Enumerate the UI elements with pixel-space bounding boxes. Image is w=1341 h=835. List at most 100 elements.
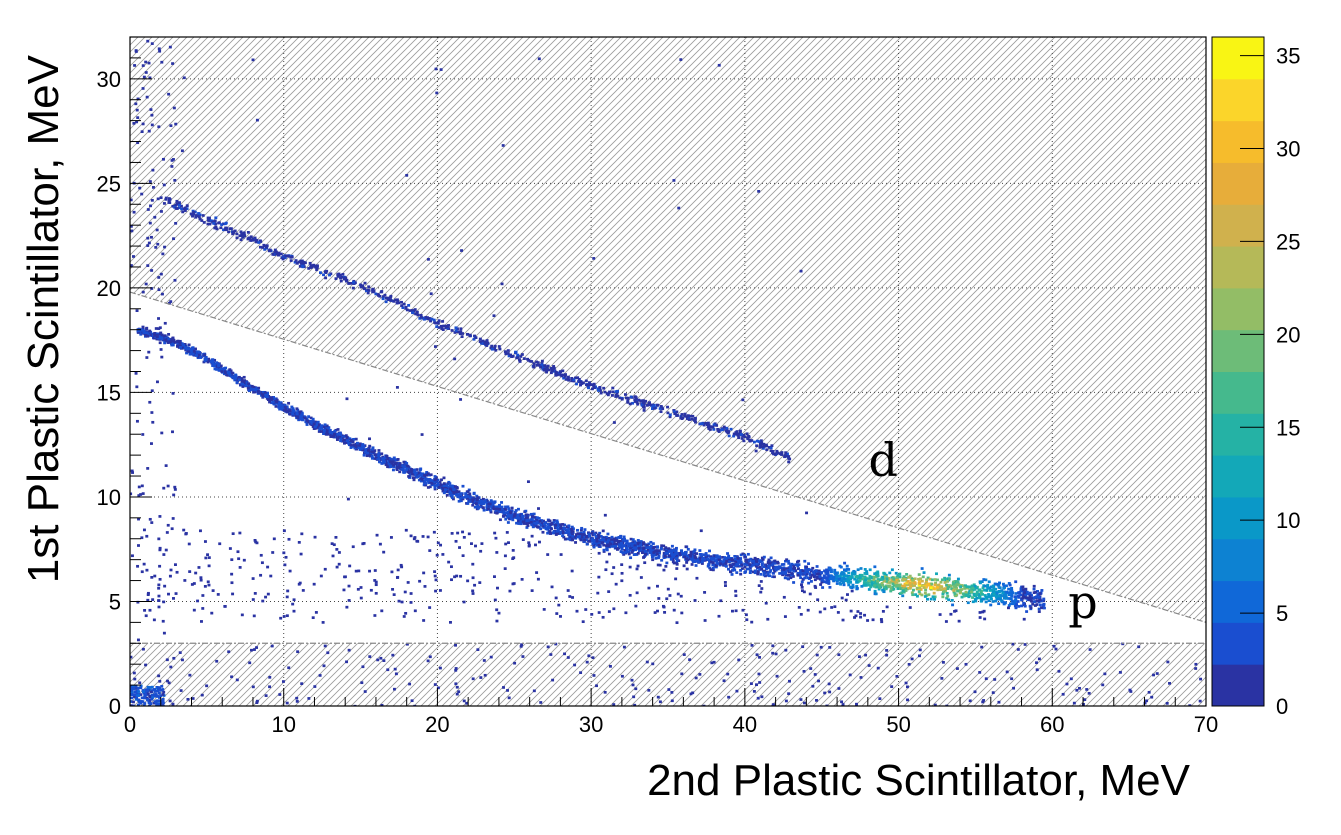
proton-band-pixel	[760, 562, 764, 565]
proton-band-pixel	[755, 562, 759, 566]
proton-band-pixel	[751, 559, 755, 563]
deuteron-band-pixel	[191, 214, 194, 218]
deuteron-band-pixel	[758, 442, 762, 446]
proton-band-pixel	[455, 489, 459, 493]
background-pixel	[458, 546, 462, 549]
proton-band-pixel	[827, 580, 831, 584]
background-pixel	[760, 587, 764, 590]
deuteron-band-pixel	[402, 302, 406, 306]
background-pixel	[1012, 686, 1016, 690]
background-pixel	[426, 659, 430, 663]
deuteron-band-pixel	[363, 287, 366, 291]
proton-band-pixel	[1020, 598, 1024, 602]
proton-band-pixel	[952, 583, 956, 587]
proton-band-pixel	[555, 529, 559, 533]
proton-band-pixel	[520, 514, 524, 518]
background-pixel	[136, 638, 140, 642]
proton-band-pixel	[412, 478, 416, 482]
proton-band-pixel	[891, 582, 895, 586]
proton-band-pixel	[179, 346, 182, 349]
proton-band-pixel	[1019, 593, 1023, 597]
deuteron-band-pixel	[273, 251, 277, 254]
proton-band-pixel	[766, 571, 770, 575]
proton-band-pixel	[416, 471, 420, 475]
proton-band-pixel	[1024, 593, 1028, 597]
background-pixel	[433, 683, 437, 686]
proton-band-pixel	[918, 582, 922, 585]
proton-band-pixel	[418, 468, 422, 471]
proton-band-pixel	[625, 546, 628, 550]
proton-band-pixel	[960, 588, 964, 591]
proton-band-pixel	[345, 435, 349, 439]
background-pixel	[164, 548, 168, 552]
proton-band-pixel	[753, 569, 757, 573]
proton-band-pixel	[782, 569, 786, 573]
proton-band-pixel	[856, 568, 860, 572]
background-pixel	[133, 64, 137, 67]
proton-band-pixel	[798, 573, 802, 577]
deuteron-band-pixel	[419, 315, 423, 319]
background-pixel	[130, 264, 133, 267]
background-pixel	[802, 701, 806, 705]
proton-band-pixel	[504, 511, 508, 515]
background-pixel	[141, 87, 145, 90]
deuteron-band-pixel	[208, 222, 212, 226]
proton-band-pixel	[414, 472, 418, 475]
proton-band-pixel	[908, 587, 912, 590]
proton-band-pixel	[992, 592, 996, 596]
proton-band-pixel	[1021, 595, 1025, 599]
proton-band-pixel	[570, 525, 574, 529]
proton-band-pixel	[580, 535, 584, 539]
background-pixel	[380, 703, 384, 706]
proton-band-pixel	[790, 573, 794, 577]
deuteron-band-pixel	[337, 272, 341, 276]
background-pixel	[155, 699, 159, 703]
deuteron-band-pixel	[762, 445, 766, 448]
proton-band-pixel	[727, 556, 730, 559]
proton-band-pixel	[815, 573, 819, 576]
proton-band-pixel	[317, 430, 321, 433]
proton-band-pixel	[612, 542, 616, 545]
proton-band-pixel	[513, 512, 517, 516]
proton-band-pixel	[325, 424, 329, 428]
proton-band-pixel	[375, 457, 379, 460]
proton-band-pixel	[937, 588, 941, 591]
proton-band-pixel	[1017, 596, 1021, 599]
background-pixel	[242, 558, 246, 562]
background-pixel	[439, 543, 443, 547]
proton-band-pixel	[662, 544, 666, 548]
proton-band-pixel	[145, 331, 148, 335]
proton-band-pixel	[995, 582, 999, 586]
proton-band-pixel	[845, 564, 849, 568]
proton-band-pixel	[876, 574, 880, 578]
proton-band-pixel	[574, 535, 578, 539]
proton-band-pixel	[773, 561, 777, 565]
proton-band-pixel	[684, 550, 688, 554]
deuteron-band-pixel	[740, 437, 744, 440]
background-pixel	[135, 108, 139, 112]
deuteron-band-pixel	[440, 327, 444, 331]
proton-band-pixel	[751, 570, 755, 574]
background-pixel	[605, 560, 609, 564]
background-pixel	[612, 703, 616, 706]
deuteron-band-pixel	[611, 386, 615, 390]
proton-band-pixel	[838, 574, 842, 578]
proton-band-pixel	[622, 535, 626, 539]
proton-band-pixel	[633, 543, 637, 547]
deuteron-band-pixel	[263, 248, 267, 251]
background-pixel	[150, 521, 154, 524]
proton-band-pixel	[1017, 605, 1021, 608]
proton-band-pixel	[517, 522, 521, 525]
proton-band-pixel	[427, 473, 431, 477]
proton-band-pixel	[240, 377, 244, 380]
proton-band-pixel	[601, 529, 605, 533]
proton-band-pixel	[729, 570, 732, 574]
deuteron-band-pixel	[618, 396, 622, 400]
proton-band-pixel	[320, 427, 324, 430]
proton-band-pixel	[347, 441, 351, 445]
proton-band-pixel	[869, 585, 873, 589]
deuteron-band-pixel	[301, 265, 305, 269]
deuteron-band-pixel	[648, 403, 652, 407]
proton-band-pixel	[989, 603, 993, 607]
deuteron-band-pixel	[724, 426, 728, 430]
